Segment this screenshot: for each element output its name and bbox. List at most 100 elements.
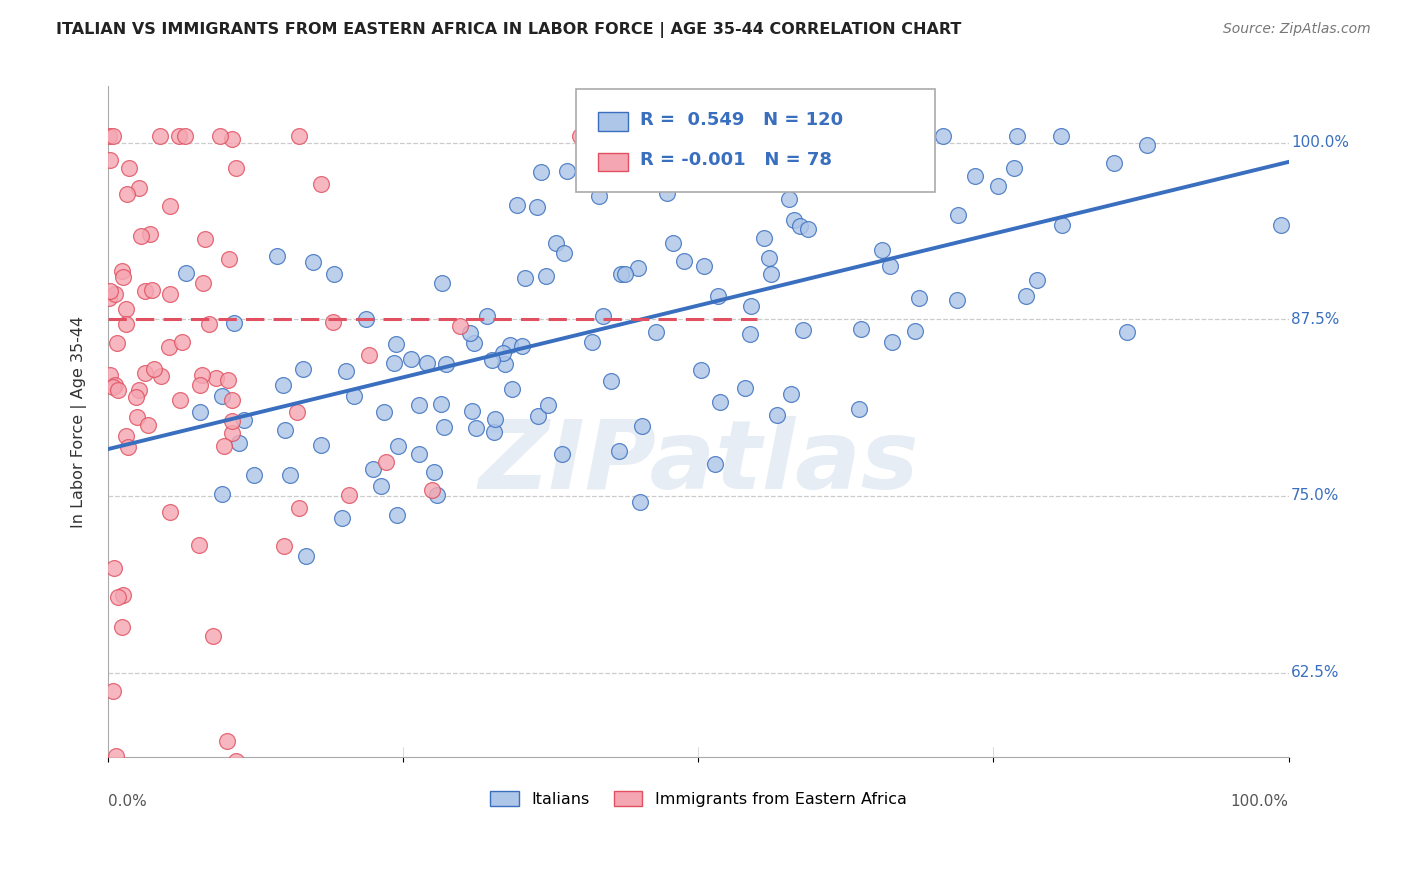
Point (104, 286, 127, 301)
Point (322, 314, 344, 328)
Point (278, 467, 301, 482)
Point (105, 748, 128, 763)
Point (138, 227, 160, 241)
Point (501, 382, 523, 396)
Point (1050, 128, 1073, 143)
Point (291, 361, 314, 376)
Point (747, 155, 769, 169)
Point (609, 267, 631, 281)
Point (449, 318, 471, 333)
Point (551, 448, 574, 462)
Point (202, 629, 225, 643)
Point (849, 322, 872, 336)
Point (434, 357, 457, 371)
Point (288, 128, 311, 143)
Point (271, 378, 294, 392)
Point (382, 356, 405, 370)
Point (375, 455, 398, 469)
Point (506, 198, 529, 212)
Point (287, 405, 309, 419)
Point (432, 276, 454, 290)
Point (117, 187, 139, 202)
Point (461, 404, 484, 418)
Point (408, 398, 430, 412)
Point (208, 128, 231, 143)
Point (111, 620, 134, 634)
Point (592, 310, 614, 324)
Point (530, 165, 553, 179)
Point (499, 338, 522, 352)
Point (228, 435, 250, 450)
Point (707, 289, 730, 303)
Point (526, 200, 548, 214)
Point (107, 383, 129, 397)
Point (765, 408, 787, 422)
Text: 100.0%: 100.0% (1291, 136, 1348, 151)
Point (105, 336, 128, 351)
Point (879, 259, 901, 273)
Point (173, 128, 195, 143)
Point (115, 317, 138, 331)
Point (233, 413, 256, 427)
Point (870, 243, 893, 257)
Point (537, 398, 560, 412)
Point (221, 393, 243, 408)
Point (481, 353, 503, 368)
Point (848, 402, 870, 417)
Point (211, 389, 233, 403)
Point (588, 188, 610, 202)
Point (221, 426, 243, 441)
Point (125, 410, 148, 425)
Point (758, 251, 780, 265)
Point (1026, 272, 1049, 286)
Point (221, 132, 243, 146)
Point (759, 267, 782, 281)
Point (744, 128, 766, 143)
Point (607, 444, 630, 458)
Point (614, 267, 637, 281)
Point (527, 409, 550, 423)
Point (149, 128, 172, 143)
Point (1102, 156, 1125, 170)
Point (673, 254, 696, 268)
Point (134, 366, 156, 380)
Point (118, 161, 141, 176)
Point (125, 390, 148, 404)
Point (150, 369, 173, 384)
Point (335, 363, 357, 377)
Point (494, 357, 516, 371)
Point (783, 212, 806, 227)
Point (555, 163, 578, 178)
Point (169, 393, 191, 408)
Point (1136, 138, 1159, 153)
Point (159, 505, 181, 519)
Point (188, 405, 211, 419)
Point (385, 508, 408, 522)
Point (709, 395, 731, 409)
Text: Source: ZipAtlas.com: Source: ZipAtlas.com (1223, 22, 1371, 37)
Point (98, 153, 121, 167)
Point (311, 438, 333, 452)
Point (159, 199, 181, 213)
Point (343, 389, 366, 403)
Point (217, 373, 239, 387)
Point (599, 374, 621, 388)
Point (482, 425, 505, 439)
Text: R = -0.001   N = 78: R = -0.001 N = 78 (640, 151, 832, 169)
Point (211, 486, 233, 500)
Point (309, 177, 332, 191)
Point (101, 380, 124, 394)
Point (880, 335, 903, 350)
Point (266, 249, 288, 263)
Point (1007, 128, 1029, 143)
Point (484, 412, 506, 426)
Point (946, 293, 969, 308)
Point (846, 165, 869, 179)
Point (628, 495, 651, 509)
Point (1050, 218, 1073, 232)
Point (330, 511, 353, 525)
Point (426, 488, 449, 502)
Point (274, 424, 297, 438)
Point (690, 363, 713, 377)
Point (423, 465, 446, 479)
